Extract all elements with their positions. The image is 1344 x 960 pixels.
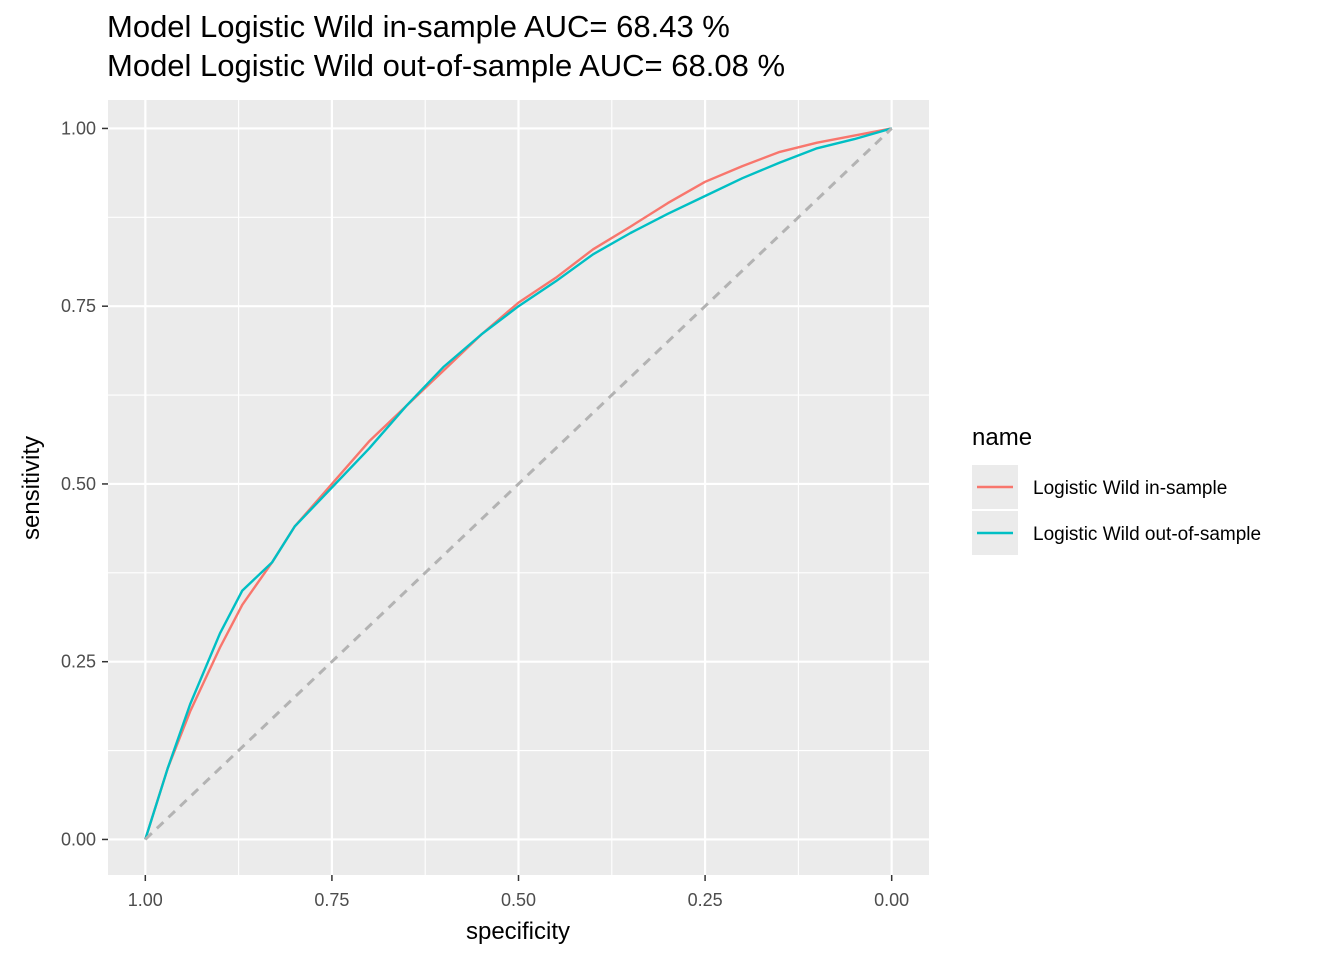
y-tick-label: 0.50 <box>61 474 96 494</box>
chance-diagonal-line <box>144 127 893 841</box>
chart-title-line-1: Model Logistic Wild in-sample AUC= 68.43… <box>107 9 730 44</box>
legend: name Logistic Wild in-sample Logistic Wil… <box>972 424 1261 555</box>
x-tick-label: 0.00 <box>874 890 909 910</box>
y-tick-label: 0.75 <box>61 296 96 316</box>
y-axis-title: sensitivity <box>18 436 45 540</box>
series-layer <box>144 127 893 841</box>
legend-label: Logistic Wild out-of-sample <box>1033 524 1261 545</box>
x-tick-label: 0.25 <box>688 890 723 910</box>
x-axis-title: specificity <box>466 918 570 945</box>
y-tick-label: 0.25 <box>61 652 96 672</box>
legend-label: Logistic Wild in-sample <box>1033 478 1227 499</box>
legend-title: name <box>972 424 1032 451</box>
x-tick-label: 1.00 <box>128 890 163 910</box>
y-tick-label: 0.00 <box>61 829 96 849</box>
y-axis: 0.00 0.25 0.50 0.75 1.00 <box>61 118 108 849</box>
x-tick-label: 0.50 <box>501 890 536 910</box>
x-tick-label: 0.75 <box>314 890 349 910</box>
y-tick-label: 1.00 <box>61 118 96 138</box>
x-axis: 1.00 0.75 0.50 0.25 0.00 <box>128 875 909 910</box>
chart-title-line-2: Model Logistic Wild out-of-sample AUC= 6… <box>107 48 785 83</box>
roc-line <box>144 127 893 840</box>
